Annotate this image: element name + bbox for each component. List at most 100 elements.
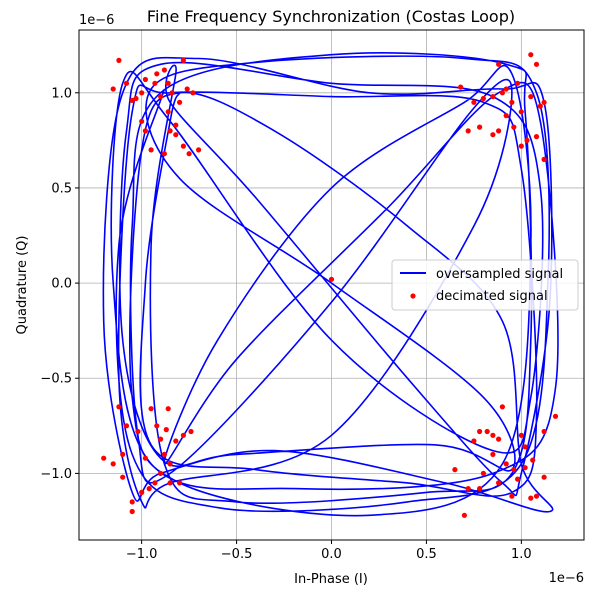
decimated-signal-point — [524, 137, 530, 143]
decimated-signal-point — [541, 474, 547, 480]
decimated-signal-point — [477, 486, 483, 492]
decimated-signal-point — [129, 508, 135, 515]
decimated-signal-point — [188, 428, 194, 435]
decimated-signal-point — [518, 143, 524, 149]
legend-label-decimated: decimated signal — [436, 289, 548, 304]
decimated-signal-point — [490, 432, 496, 438]
decimated-signal-point — [503, 86, 509, 92]
y-axis: −1.0 −0.5 0.0 0.5 1.0 — [40, 86, 79, 482]
decimated-signal-point — [499, 90, 505, 96]
x-tick-label: −1.0 — [126, 547, 158, 562]
decimated-signal-point — [116, 57, 122, 64]
legend-marker-decimated — [410, 293, 416, 299]
decimated-signal-point — [537, 103, 543, 109]
decimated-signal-point — [528, 495, 534, 501]
decimated-signal-point — [518, 432, 524, 438]
decimated-signal-point — [173, 122, 179, 128]
decimated-signal-point — [503, 461, 509, 467]
x-tick-label: 1.0 — [511, 547, 532, 562]
decimated-signal-point — [458, 84, 464, 90]
decimated-signal-point — [490, 451, 496, 457]
decimated-signal-point — [120, 474, 126, 480]
y-axis-label: Quadrature (Q) — [15, 236, 30, 335]
decimated-signal-point — [101, 455, 107, 461]
decimated-signal-point — [139, 489, 145, 495]
decimated-signal-point — [533, 493, 540, 499]
decimated-signal-point — [180, 432, 186, 438]
decimated-signal-point — [480, 95, 486, 102]
decimated-signal-point — [186, 151, 192, 157]
decimated-signal-point — [452, 467, 458, 473]
decimated-signal-point — [116, 404, 122, 410]
decimated-signal-point — [180, 143, 186, 149]
oversampled-signal-line — [102, 52, 559, 517]
decimated-signal-point — [139, 118, 145, 124]
decimated-signal-point — [480, 470, 486, 476]
decimated-signal-point — [180, 57, 186, 64]
decimated-signal-point — [165, 109, 171, 115]
decimated-signal-point — [142, 128, 148, 134]
x-tick-label: 0.5 — [416, 547, 437, 562]
decimated-signal-point — [158, 94, 164, 100]
y-tick-label: 1.0 — [51, 86, 72, 101]
decimated-signal-point — [541, 428, 547, 435]
decimated-signal-point — [541, 99, 547, 105]
decimated-signal-point — [158, 470, 164, 476]
decimated-signal-point — [533, 61, 540, 67]
decimated-signal-point — [477, 124, 483, 130]
decimated-signal-point — [490, 132, 496, 138]
decimated-signal-point — [129, 499, 135, 505]
decimated-signal-point — [522, 465, 528, 471]
decimated-signal-point — [465, 486, 471, 492]
legend-label-oversampled: oversampled signal — [436, 267, 563, 282]
decimated-signal-point — [190, 90, 196, 96]
decimated-signal-point — [110, 86, 116, 92]
y-tick-label: 0.5 — [51, 181, 72, 196]
decimated-signal-point — [496, 436, 502, 442]
decimated-signal-point — [490, 94, 496, 100]
decimated-signal-point — [528, 94, 534, 100]
decimated-signal-point — [515, 476, 521, 482]
decimated-signal-point — [135, 428, 141, 435]
decimated-signal-point — [518, 109, 524, 115]
decimated-signal-point — [152, 480, 158, 486]
decimated-signal-point — [533, 134, 540, 140]
decimated-signal-point — [142, 455, 148, 461]
decimated-signal-point — [177, 480, 183, 486]
decimated-signal-point — [541, 156, 547, 162]
decimated-signal-point — [509, 493, 515, 499]
decimated-signal-point — [123, 80, 130, 86]
decimated-signal-point — [484, 428, 490, 435]
decimated-signal-point — [142, 76, 148, 83]
decimated-signal-point — [511, 467, 517, 473]
decimated-signal-point — [499, 404, 505, 410]
decimated-signal-point — [123, 423, 130, 429]
decimated-signal-point — [165, 80, 171, 86]
x-tick-label: 0.0 — [321, 547, 342, 562]
decimated-signal-point — [503, 113, 509, 119]
decimated-signal-point — [477, 428, 483, 435]
decimated-signal-point — [110, 461, 116, 467]
decimated-signal-point — [530, 457, 536, 463]
decimated-signal-point — [152, 80, 158, 86]
decimated-signal-point — [471, 438, 477, 444]
x-tick-label: −0.5 — [221, 547, 253, 562]
decimated-signal-point — [173, 132, 179, 138]
decimated-signal-point — [148, 406, 154, 412]
decimated-signal-point — [139, 90, 145, 96]
decimated-signal-point — [173, 438, 179, 444]
decimated-signal-point — [167, 128, 173, 134]
decimated-signal-point — [496, 128, 502, 134]
chart-title: Fine Frequency Synchronization (Costas L… — [147, 7, 515, 26]
decimated-signal-point — [161, 451, 167, 457]
decimated-signal-point — [163, 427, 169, 433]
decimated-signal-point — [146, 486, 152, 492]
decimated-signal-point — [154, 71, 160, 77]
x-offset-label: 1e−6 — [549, 571, 584, 586]
decimated-signal-point — [148, 147, 154, 153]
decimated-signal-point — [328, 276, 335, 282]
decimated-signal-point — [511, 124, 517, 130]
decimated-signal-point — [184, 86, 190, 92]
decimated-signal-point — [461, 512, 467, 518]
